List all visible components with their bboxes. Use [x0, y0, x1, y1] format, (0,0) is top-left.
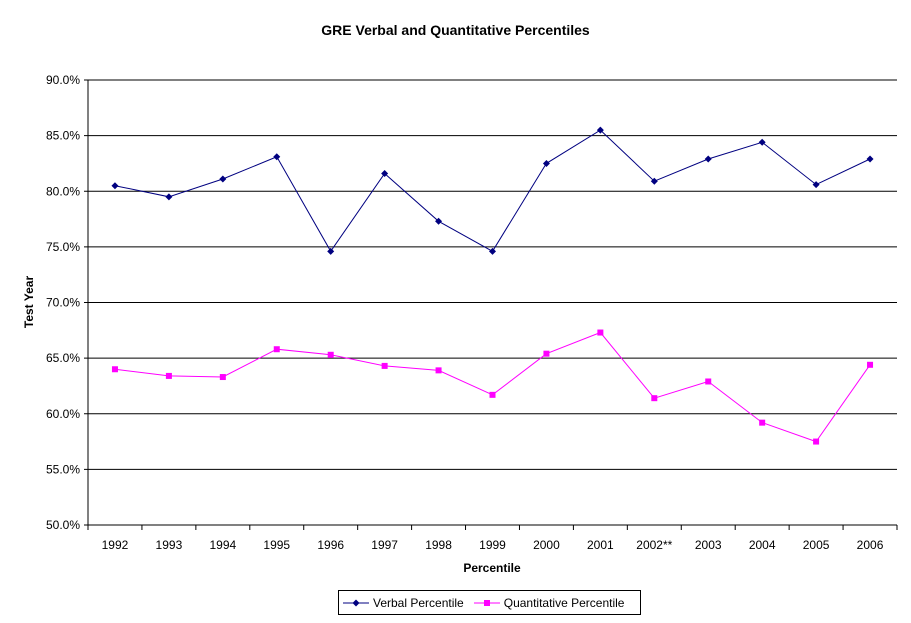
axes [84, 79, 898, 530]
x-tick-label: 2005 [803, 538, 830, 552]
y-tick-label: 55.0% [46, 462, 80, 476]
data-point-quantitative [111, 366, 118, 373]
quantitative-marker-icon [473, 599, 500, 606]
data-point-verbal [812, 181, 820, 189]
data-point-verbal [866, 155, 874, 163]
series-line-0 [114, 129, 871, 253]
legend-item-quantitative: Quantitative Percentile [473, 595, 625, 610]
verbal-marker-icon [343, 599, 369, 606]
y-tick-label: 50.0% [46, 518, 80, 532]
data-point-verbal [489, 247, 496, 255]
y-tick-label: 65.0% [46, 351, 80, 365]
x-tick-label: 1994 [209, 538, 236, 552]
data-point-verbal [596, 126, 604, 134]
data-point-quantitative [759, 419, 766, 426]
data-point-quantitative [327, 351, 334, 358]
x-tick-label: 1999 [479, 538, 506, 552]
data-point-quantitative [597, 329, 604, 336]
gridlines [88, 79, 897, 470]
data-point-verbal [219, 175, 227, 183]
x-tick-label: 2001 [587, 538, 614, 552]
data-point-verbal [165, 193, 173, 201]
chart-title: GRE Verbal and Quantitative Percentiles [321, 22, 590, 38]
data-point-quantitative [219, 374, 226, 381]
data-point-quantitative [867, 361, 874, 368]
y-tick-label: 75.0% [46, 240, 80, 254]
legend-label-quantitative: Quantitative Percentile [503, 595, 625, 610]
x-tick-label: 1998 [425, 538, 452, 552]
data-point-quantitative [165, 372, 172, 379]
y-tick-label: 60.0% [46, 407, 80, 421]
y-axis-label: Test Year [22, 276, 36, 329]
data-point-verbal [542, 159, 550, 167]
x-axis-label: Percentile [463, 561, 521, 575]
data-point-quantitative [489, 391, 496, 398]
y-tick-label: 85.0% [46, 129, 80, 143]
data-point-verbal [327, 247, 335, 255]
data-point-quantitative [435, 367, 442, 374]
data-point-verbal [111, 182, 119, 190]
y-tick-label: 80.0% [46, 184, 80, 198]
y-tick-labels: 90.0% 85.0% 80.0% 75.0% 70.0% 65.0% 60.0% 55.0%… [46, 73, 80, 532]
x-tick-label: 2003 [695, 538, 722, 552]
x-tick-labels: 1992 1993 1994 1995 1996 1997 1998 1999 2000 2001… [102, 538, 884, 552]
x-tick-label: 1995 [263, 538, 290, 552]
data-point-verbal [704, 155, 712, 163]
data-point-quantitative [543, 350, 550, 357]
data-point-quantitative [705, 378, 712, 385]
series-line-1 [114, 331, 871, 443]
data-point-verbal [758, 138, 766, 146]
x-tick-label: 2002** [636, 538, 672, 552]
data-point-quantitative [381, 362, 388, 369]
data-point-quantitative [651, 395, 658, 402]
y-tick-label: 70.0% [46, 296, 80, 310]
y-tick-label: 90.0% [46, 73, 80, 87]
x-tick-label: 2000 [533, 538, 560, 552]
series-markers [111, 126, 874, 445]
x-tick-label: 2006 [857, 538, 884, 552]
x-tick-label: 1993 [156, 538, 183, 552]
x-tick-label: 1996 [317, 538, 344, 552]
data-point-verbal [381, 169, 389, 177]
data-point-verbal [273, 153, 281, 161]
x-tick-label: 1997 [371, 538, 398, 552]
data-point-verbal [435, 217, 443, 225]
data-point-verbal [650, 177, 658, 185]
x-tick-label: 1992 [102, 538, 129, 552]
legend: Verbal Percentile Quantitative Percentil… [338, 590, 641, 615]
x-tick-label: 2004 [749, 538, 776, 552]
legend-item-verbal: Verbal Percentile [343, 596, 464, 610]
data-point-quantitative [813, 438, 820, 445]
legend-label-verbal: Verbal Percentile [373, 595, 464, 610]
data-point-quantitative [273, 346, 280, 353]
